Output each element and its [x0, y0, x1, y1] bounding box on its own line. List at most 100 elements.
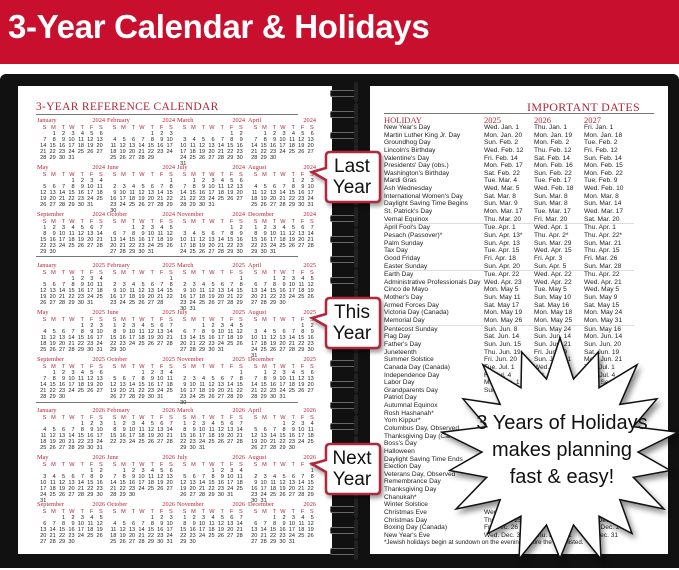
starburst-badge	[440, 335, 679, 562]
day: 16	[128, 479, 136, 486]
day: 27	[157, 438, 164, 445]
day: 7	[62, 183, 66, 190]
day: 13	[96, 136, 103, 143]
day: 19	[307, 526, 314, 533]
day: 12	[269, 334, 277, 341]
day: 26	[217, 438, 224, 445]
day: 29	[40, 248, 47, 255]
day: 28	[298, 491, 305, 498]
day: 4	[282, 224, 286, 231]
day: 9	[90, 328, 94, 335]
week-row: 7 8 9 10 11 12 13	[37, 376, 105, 382]
week-row: 12 13 14 15 16 17 18	[37, 190, 105, 196]
day: 14	[96, 230, 103, 237]
day: 22	[68, 293, 75, 300]
month-header: July 2024	[177, 164, 245, 172]
week-row: 17 18 19 20 21 22 23	[177, 243, 245, 249]
day: 7	[183, 183, 187, 190]
day: 5	[230, 177, 234, 184]
week-row: 15 16 17 18 19 20 21	[177, 527, 245, 533]
day: 7	[43, 375, 47, 382]
day: 28	[96, 242, 103, 249]
day: 4	[113, 136, 117, 143]
month-header: May 2025	[37, 309, 105, 317]
day: 5	[291, 224, 295, 231]
month-calendar: March 2025 S M T W T F S 1 2 3 4 5 6 7 8 9 10 11 12 13 14 15 16 1…	[177, 262, 245, 311]
day: 28	[227, 393, 234, 400]
holiday-date: Sun. May 24	[534, 324, 584, 334]
week-row: 22 23 24 25 26 27 28	[248, 243, 316, 249]
month-year: 2026	[303, 407, 316, 414]
day: 14	[58, 189, 66, 196]
day: 20	[307, 142, 314, 149]
day: 24	[87, 195, 94, 202]
day: 14	[269, 432, 277, 439]
holiday-date: Fri. Dec. 31	[584, 531, 619, 539]
month-calendar: September 2025 S M T W T F S 1 2 3 4 5 6 7 8 9 10 11 12 13 14 1…	[37, 356, 105, 399]
day: 21	[251, 148, 258, 155]
day: 19	[119, 148, 126, 155]
holiday-name: Thanksgiving Day (Canada)	[384, 432, 466, 440]
col-2025: 2025	[484, 115, 501, 125]
month-calendar: June 2026 S M T W T F S 1 2 3 4 5 6 7 8 9 10 11 12 13 14 15 16 17…	[107, 454, 175, 497]
day: 13	[157, 328, 164, 335]
left-page-reference-calendar: 3-YEAR REFERENCE CALENDAR January 2024 S M T…	[18, 86, 332, 554]
day: 1	[202, 322, 206, 329]
title-rule	[36, 114, 298, 115]
day: 7	[273, 426, 277, 433]
holiday-row: Administrative Professionals Day Wed. Apr…	[384, 279, 634, 287]
day: 4	[192, 136, 196, 143]
day: 26	[58, 491, 66, 498]
day: 1	[52, 369, 56, 376]
day: 8	[273, 520, 277, 527]
day: 25	[298, 532, 305, 539]
day: 21	[157, 195, 164, 202]
day: 22	[236, 293, 243, 300]
day: 5	[301, 369, 305, 376]
day: 10	[157, 375, 164, 382]
day: 25	[298, 293, 305, 300]
day: 4	[132, 281, 136, 288]
day: 11	[208, 520, 215, 527]
day: 14	[217, 142, 224, 149]
week-row: 5 6 7 8 9 10 11	[177, 474, 245, 480]
day: 11	[270, 479, 277, 486]
day: 9	[183, 287, 187, 294]
day: 25	[87, 532, 94, 539]
holiday-date: Mon. May 31	[584, 317, 623, 325]
month-year: 2024	[232, 117, 245, 124]
day: 21	[96, 236, 103, 243]
week-row: 6 7 8 9 10 11 12	[37, 521, 105, 527]
day: 11	[110, 142, 117, 149]
day: 11	[110, 526, 117, 533]
holiday-row: Thanksgiving Day	[384, 486, 634, 494]
holiday-name: New Year's Day	[384, 124, 431, 131]
holiday-date: Fri. Jun. 19	[534, 348, 567, 356]
week-row: 20 21 22 23 24 25 26	[248, 294, 316, 300]
col-2026: 2026	[534, 115, 551, 125]
holiday-date: Mon. May 24	[584, 309, 623, 317]
day: 20	[147, 195, 154, 202]
day: 24	[58, 242, 66, 249]
day: 5	[90, 130, 94, 137]
day: 2	[310, 322, 314, 329]
day: 13	[279, 334, 286, 341]
day: 15	[138, 381, 145, 388]
week-row: 24 25 26 27 28 29 30	[248, 347, 316, 353]
holiday-name: April Fool's Day	[384, 223, 484, 232]
holiday-name: Boxing Day (Canada)	[384, 524, 448, 532]
day: 18	[166, 381, 173, 388]
day: 1	[141, 369, 145, 376]
holiday-row: Victoria Day (Canada) Mon. May 19 Mon. May…	[384, 309, 634, 317]
day: 21	[68, 438, 75, 445]
month-header: October 2025	[107, 356, 175, 364]
holiday-row: Washington's Birthday Sat. Feb. 22 Sun. Fe…	[384, 170, 634, 178]
month-header: July 2026	[177, 454, 245, 462]
callout-bubble	[308, 442, 382, 496]
day: 20	[251, 293, 258, 300]
day: 11	[227, 328, 234, 335]
